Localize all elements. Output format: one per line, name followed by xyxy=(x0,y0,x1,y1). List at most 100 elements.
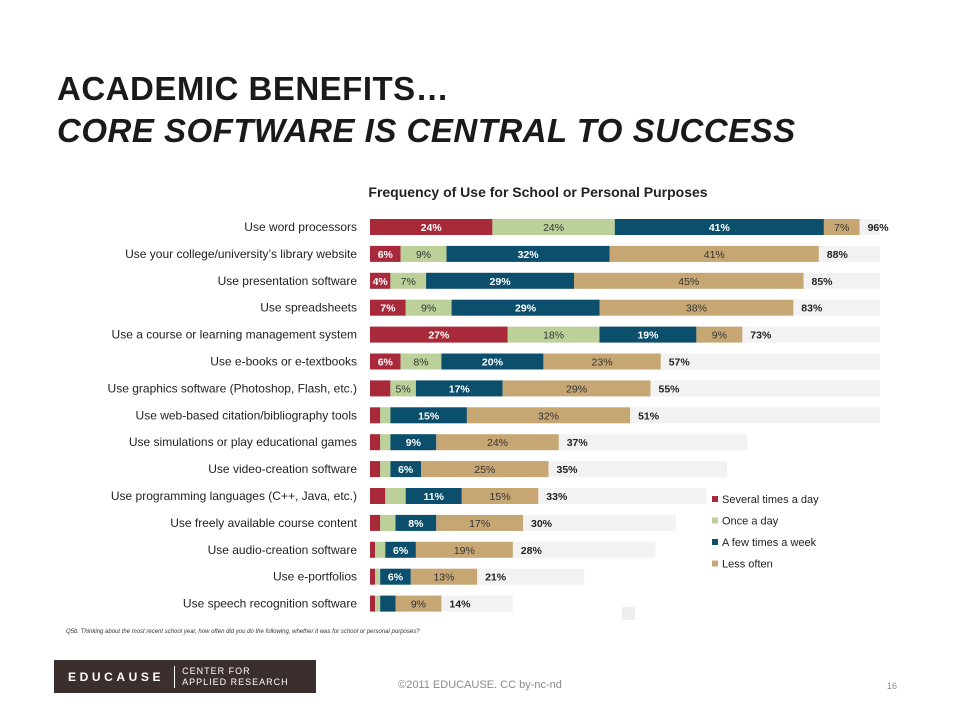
bar-segment xyxy=(385,488,406,504)
data-label: 5% xyxy=(396,383,411,395)
bar-segment xyxy=(492,219,615,235)
total-label: 21% xyxy=(485,572,507,584)
data-label: 41% xyxy=(709,222,731,234)
bar-segment xyxy=(390,407,467,424)
slide-title-line1: ACADEMIC BENEFITS… xyxy=(57,70,450,107)
bar-segment xyxy=(375,568,381,585)
bar-segment xyxy=(390,434,437,451)
data-label: 6% xyxy=(378,249,394,261)
bar-segment xyxy=(574,272,804,289)
bar-segment xyxy=(380,461,391,478)
total-label: 51% xyxy=(638,410,660,422)
category-label: Use programming languages (C++, Java, et… xyxy=(111,489,357,503)
category-label: Use audio-creation software xyxy=(208,543,358,557)
data-label: 8% xyxy=(413,357,428,369)
survey-footnote: Q5b. Thinking about the most recent scho… xyxy=(66,629,420,635)
legend-label: Once a day xyxy=(722,516,779,528)
data-label: 9% xyxy=(712,330,727,342)
data-label: 18% xyxy=(543,330,564,342)
data-label: 8% xyxy=(408,518,424,530)
data-label: 9% xyxy=(406,437,422,449)
copyright-notice: ©2011 EDUCAUSE. CC by-nc-nd xyxy=(398,679,562,691)
legend-marker-box xyxy=(622,607,635,620)
logo-wordmark: EDUCAUSE xyxy=(68,669,165,684)
bar-segment xyxy=(415,380,503,397)
bar-segment xyxy=(375,541,386,558)
data-label: 11% xyxy=(424,491,445,503)
data-label: 24% xyxy=(421,222,443,234)
legend-swatch xyxy=(712,539,718,545)
bar-segment xyxy=(370,461,381,478)
data-label: 7% xyxy=(401,276,416,288)
data-label: 15% xyxy=(418,410,440,422)
category-label: Use e-portfolios xyxy=(273,570,357,584)
category-label: Use simulations or play educational game… xyxy=(129,435,357,449)
data-label: 9% xyxy=(421,303,436,315)
bar-segment xyxy=(400,245,447,262)
bar-segment xyxy=(385,541,416,558)
bar-segment xyxy=(502,380,651,397)
bar-segment xyxy=(370,299,406,316)
bar-segment xyxy=(395,595,442,612)
total-label: 30% xyxy=(531,518,553,530)
category-label: Use web-based citation/bibliography tool… xyxy=(136,408,357,422)
educause-logo: EDUCAUSE CENTER FOR APPLIED RESEARCH xyxy=(54,660,316,693)
data-label: 29% xyxy=(566,383,587,395)
bar-segment xyxy=(614,219,824,235)
bar-segment xyxy=(370,219,493,235)
bar-segment xyxy=(543,353,661,370)
total-label: 88% xyxy=(827,249,849,261)
bar-segment xyxy=(370,541,376,558)
data-label: 41% xyxy=(704,249,725,261)
logo-subtitle-line1: CENTER FOR xyxy=(182,665,251,676)
bar-segment xyxy=(400,353,442,370)
bar-segment xyxy=(415,541,513,558)
bar-segment xyxy=(599,326,697,343)
logo-divider xyxy=(174,665,176,688)
bar-segment xyxy=(370,434,381,451)
bar-segment xyxy=(380,595,396,612)
data-label: 15% xyxy=(490,491,511,503)
slide-title-line2: CORE SOFTWARE IS CENTRAL TO SUCCESS xyxy=(57,112,796,149)
data-label: 4% xyxy=(373,276,389,288)
data-label: 13% xyxy=(433,572,454,584)
bar-segment xyxy=(370,272,391,289)
total-label: 73% xyxy=(750,330,772,342)
total-label: 83% xyxy=(801,303,823,315)
data-label: 6% xyxy=(378,357,394,369)
bar-segment xyxy=(395,514,437,531)
bar-segment xyxy=(507,326,600,343)
bar-segment xyxy=(375,595,381,612)
bar-segment xyxy=(599,299,794,316)
bar-segment xyxy=(461,488,539,504)
bar-segment xyxy=(405,488,462,504)
legend-swatch xyxy=(712,496,718,502)
logo-subtitle: CENTER FOR APPLIED RESEARCH xyxy=(182,666,289,688)
total-label: 28% xyxy=(521,545,543,557)
data-label: 27% xyxy=(428,330,450,342)
legend-swatch xyxy=(712,517,718,524)
data-label: 23% xyxy=(592,357,613,369)
total-label: 33% xyxy=(546,491,568,503)
bar-segment xyxy=(380,407,391,424)
data-label: 29% xyxy=(490,276,512,288)
total-label: 55% xyxy=(659,383,681,395)
bar-segment xyxy=(609,245,819,262)
data-label: 17% xyxy=(449,383,471,395)
bar-segment xyxy=(451,299,600,316)
bar-segment xyxy=(421,461,549,478)
data-label: 38% xyxy=(686,303,707,315)
data-label: 7% xyxy=(380,303,396,315)
legend-label: A few times a week xyxy=(722,537,817,549)
bar-segment xyxy=(441,353,544,370)
category-label: Use e-books or e-textbooks xyxy=(210,355,357,369)
category-label: Use word processors xyxy=(244,220,357,234)
bar-segment xyxy=(370,488,386,504)
legend-swatch xyxy=(712,560,718,567)
chart-title: Frequency of Use for School or Personal … xyxy=(368,184,707,200)
bar-segment xyxy=(436,434,559,451)
data-label: 24% xyxy=(487,437,508,449)
data-label: 6% xyxy=(398,464,414,476)
total-label: 37% xyxy=(567,437,589,449)
